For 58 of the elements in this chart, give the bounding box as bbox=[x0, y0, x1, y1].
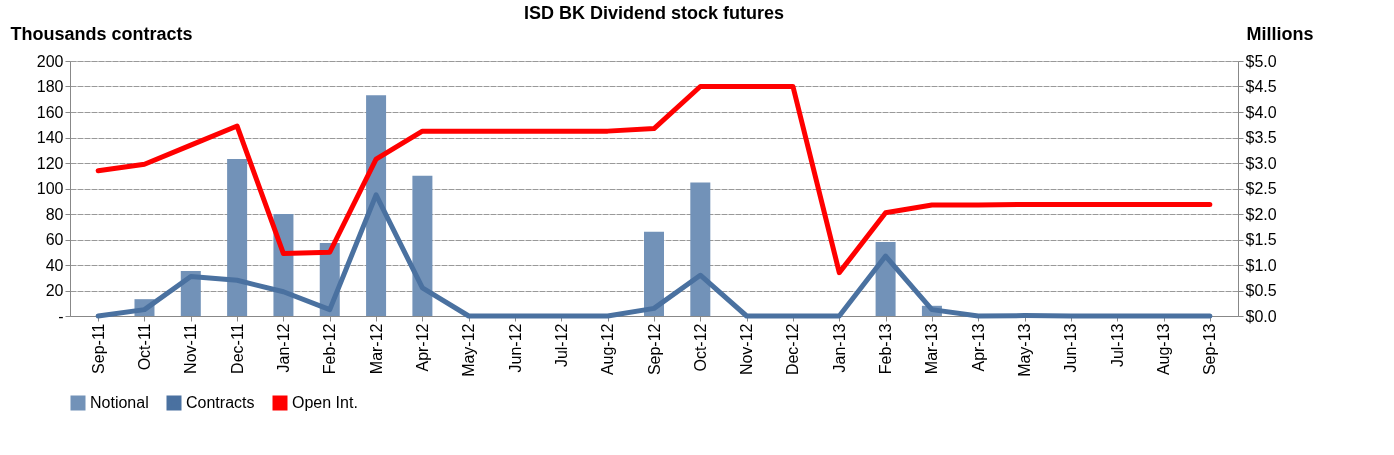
bar bbox=[412, 175, 433, 316]
y-tick-label: 180 bbox=[36, 78, 64, 95]
y2-tick-label: $2.0 bbox=[1245, 205, 1277, 223]
y2-tick-label: $0.0 bbox=[1245, 307, 1277, 325]
y2-tick-label: $2.5 bbox=[1245, 180, 1277, 197]
x-tick-label: May-13 bbox=[1016, 323, 1034, 377]
y-tick-label: - bbox=[58, 307, 64, 325]
x-tick-label: Jan-13 bbox=[830, 323, 848, 373]
x-tick-label: Nov-12 bbox=[738, 323, 756, 376]
x-tick-label: Nov-11 bbox=[182, 323, 200, 374]
x-tick-label: Jun-13 bbox=[1062, 323, 1080, 373]
bar bbox=[227, 158, 248, 316]
y2-tick-label: $3.0 bbox=[1245, 154, 1277, 172]
y-tick-label: 100 bbox=[36, 180, 64, 197]
x-tick-label: Feb-13 bbox=[877, 323, 895, 375]
x-tick-label: Dec-12 bbox=[784, 323, 802, 376]
y2-tick-label: $4.5 bbox=[1245, 78, 1277, 95]
x-tick-label: Apr-12 bbox=[413, 323, 431, 372]
y-tick-label: 140 bbox=[36, 129, 64, 146]
x-tick-label: Apr-13 bbox=[969, 323, 987, 372]
chart-title: ISD BK Dividend stock futures bbox=[523, 3, 785, 23]
x-tick-label: Dec-11 bbox=[228, 323, 246, 374]
y-tick-label: 200 bbox=[36, 52, 64, 70]
y2-tick-label: $1.0 bbox=[1245, 256, 1277, 274]
legend-label: Contracts bbox=[186, 394, 255, 411]
y2-tick-label: $5.0 bbox=[1245, 52, 1277, 70]
y2-tick-label: $0.5 bbox=[1245, 282, 1277, 299]
x-tick-label: Sep-11 bbox=[89, 323, 107, 374]
bar bbox=[366, 95, 387, 316]
bar bbox=[690, 182, 711, 316]
y-axis-title: Thousands contracts bbox=[10, 23, 193, 44]
y2-tick-label: $4.0 bbox=[1245, 103, 1277, 121]
y-tick-label: 160 bbox=[36, 103, 64, 121]
x-tick-label: Aug-12 bbox=[599, 323, 617, 376]
y2-tick-label: $3.5 bbox=[1245, 129, 1277, 146]
legend-label: Notional bbox=[90, 394, 149, 411]
x-tick-label: Mar-12 bbox=[367, 323, 385, 375]
x-tick-label: Sep-12 bbox=[645, 323, 663, 376]
x-tick-label: Sep-13 bbox=[1201, 323, 1219, 376]
y-tick-label: 40 bbox=[45, 256, 64, 274]
y-tick-label: 20 bbox=[45, 282, 64, 299]
y2-axis-title: Millions bbox=[1246, 23, 1314, 44]
x-tick-label: Mar-13 bbox=[923, 323, 941, 375]
y-tick-label: 60 bbox=[45, 231, 64, 248]
x-tick-label: Jun-12 bbox=[506, 323, 524, 373]
x-tick-label: Jul-13 bbox=[1108, 323, 1126, 368]
x-tick-label: Oct-12 bbox=[691, 323, 709, 372]
x-tick-label: Jul-12 bbox=[552, 323, 570, 368]
y-tick-label: 80 bbox=[45, 205, 64, 223]
x-tick-label: Feb-12 bbox=[321, 323, 339, 375]
y2-tick-label: $1.5 bbox=[1245, 231, 1277, 248]
legend-label: Open Int. bbox=[292, 394, 358, 411]
bar bbox=[644, 231, 664, 316]
x-tick-label: May-12 bbox=[460, 323, 478, 377]
x-tick-label: Oct-11 bbox=[135, 323, 153, 371]
x-tick-label: Jan-12 bbox=[274, 323, 292, 373]
y-tick-label: 120 bbox=[36, 154, 64, 172]
x-tick-label: Aug-13 bbox=[1155, 323, 1173, 376]
